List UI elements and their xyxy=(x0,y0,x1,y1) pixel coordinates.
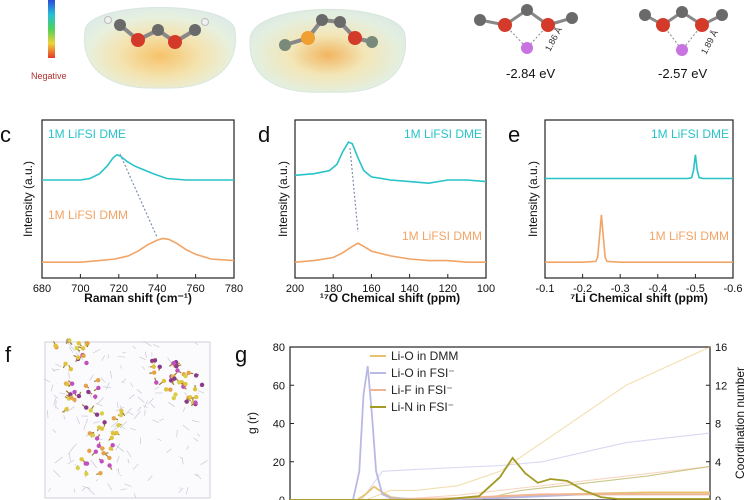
chart-c-frame xyxy=(41,119,235,279)
panel-letter-f: f xyxy=(5,342,12,367)
li-dme-complex xyxy=(474,4,578,54)
chart-c-ylabel: Intensity (a.u.) xyxy=(21,161,35,237)
x-tick-label: -0.6 xyxy=(724,283,743,295)
chart-e-x-ticks: -0.1 -0.2 -0.3 -0.4 -0.5 -0.6 xyxy=(536,274,743,295)
x-tick-label: -0.5 xyxy=(686,283,705,295)
panel-letter-c: c xyxy=(0,122,11,147)
x-tick-label: 160 xyxy=(362,283,380,295)
coordination-curve xyxy=(290,465,711,500)
y-right-tick-label: 16 xyxy=(715,342,727,354)
chart-g-ylabel: g (r) xyxy=(245,412,259,434)
chart-d-series-dme xyxy=(294,141,487,185)
chart-c-xlabel: Raman shift (cm⁻¹) xyxy=(84,291,192,305)
y-tick-label: 40 xyxy=(273,419,285,431)
y-right-tick-label: 0 xyxy=(715,495,721,500)
chart-e-series-dme xyxy=(545,154,733,180)
x-tick-label: 760 xyxy=(186,283,204,295)
chart-g-y-ticks: 0 20 40 60 80 xyxy=(273,342,294,500)
chart-d-legend-dme: 1M LiFSI DME xyxy=(404,127,482,141)
binding-energy-dme: -2.84 eV xyxy=(506,66,555,81)
x-tick-label: 780 xyxy=(225,283,243,295)
esp-surface-dme xyxy=(83,7,237,89)
li-fsi-clusters xyxy=(53,338,205,477)
chart-e-series-dmm xyxy=(545,214,733,263)
chart-d-o17-nmr: 200 180 160 140 120 100 1M LiFSI DME 1M LiFSI… xyxy=(276,119,495,305)
y-tick-label: 60 xyxy=(273,380,285,392)
li-dmm-complex xyxy=(639,6,728,56)
chart-c-series-dmm xyxy=(42,237,235,263)
chart-e-ylabel: Intensity (a.u.) xyxy=(526,161,540,237)
chart-d-frame xyxy=(294,119,487,279)
x-tick-label: 700 xyxy=(71,283,89,295)
y-tick-label: 20 xyxy=(273,457,285,469)
chart-d-x-ticks: 200 180 160 140 120 100 xyxy=(286,274,495,295)
md-simulation-snapshot xyxy=(43,338,211,499)
x-tick-label: 100 xyxy=(477,283,495,295)
y-right-tick-label: 12 xyxy=(715,380,727,392)
chart-d-xlabel: ¹⁷O Chemical shift (ppm) xyxy=(320,291,460,305)
x-tick-label: -0.1 xyxy=(536,283,555,295)
chart-c-legend-dme: 1M LiFSI DME xyxy=(48,127,126,141)
chart-e-legend-dmm: 1M LiFSI DMM xyxy=(649,229,729,243)
chart-c-legend-dmm: 1M LiFSI DMM xyxy=(48,208,128,222)
x-tick-label: 120 xyxy=(439,283,457,295)
chart-e-li7-nmr: -0.1 -0.2 -0.3 -0.4 -0.5 -0.6 1M LiFSI DME 1M… xyxy=(526,119,743,305)
rdf-curve xyxy=(290,365,710,500)
x-tick-label: 740 xyxy=(148,283,166,295)
x-tick-label: 720 xyxy=(110,283,128,295)
rdf-curve xyxy=(290,456,710,500)
y-right-tick-label: 4 xyxy=(715,457,721,469)
legend-label: Li-O in FSI⁻ xyxy=(391,366,455,380)
x-tick-label: -0.3 xyxy=(611,283,630,295)
x-tick-label: 680 xyxy=(33,283,51,295)
li-o-distance-2: 1.89 Å xyxy=(699,28,720,56)
chart-d-ylabel: Intensity (a.u.) xyxy=(276,161,290,237)
chart-e-legend-dme: 1M LiFSI DME xyxy=(651,127,729,141)
chart-d-series-dmm xyxy=(294,242,486,263)
x-tick-label: 140 xyxy=(400,283,418,295)
chart-g-y-ticks-right: 0 4 8 12 16 xyxy=(706,342,727,500)
y-tick-label: 80 xyxy=(273,342,285,354)
coordination-curve xyxy=(290,432,711,500)
binding-energy-dmm: -2.57 eV xyxy=(658,66,707,81)
x-tick-label: 180 xyxy=(324,283,342,295)
x-tick-label: -0.4 xyxy=(648,283,667,295)
chart-c-x-ticks: 680 700 720 740 760 780 xyxy=(33,274,243,295)
esp-color-bar xyxy=(48,0,55,58)
panel-letter-g: g xyxy=(235,342,247,367)
chart-c-raman: 680 700 720 740 760 780 1M LiFSI DME 1M LiFSI… xyxy=(21,119,243,305)
chart-g-legend: Li-O in DMM Li-O in FSI⁻ Li-F in FSI⁻ Li-N … xyxy=(370,349,458,414)
chart-c-shift-guide xyxy=(119,153,158,238)
panel-letter-e: e xyxy=(508,122,520,147)
legend-label: Li-O in DMM xyxy=(391,349,458,363)
x-tick-label: -0.2 xyxy=(573,283,592,295)
y-tick-label: 0 xyxy=(279,495,285,500)
chart-g-rdf: 0 20 40 60 80 0 4 8 12 16 Li-O in DMM Li-O in FSI… xyxy=(245,342,747,500)
color-bar-negative-label: Negative xyxy=(31,71,67,81)
chart-d-shift-guide xyxy=(349,147,359,233)
panel-letter-d: d xyxy=(258,122,270,147)
chart-e-xlabel: ⁷Li Chemical shift (ppm) xyxy=(570,291,708,305)
esp-surface-dmm xyxy=(249,8,407,93)
chart-g-rdf-curves xyxy=(290,365,710,500)
legend-label: Li-F in FSI⁻ xyxy=(391,383,453,397)
chart-d-legend-dmm: 1M LiFSI DMM xyxy=(402,229,482,243)
legend-label: Li-N in FSI⁻ xyxy=(391,400,454,414)
chart-e-frame xyxy=(544,119,734,279)
chart-g-ylabel-right: Coordination number xyxy=(733,367,747,479)
chart-c-series-dme xyxy=(42,153,234,181)
x-tick-label: 200 xyxy=(286,283,304,295)
y-right-tick-label: 8 xyxy=(715,419,721,431)
